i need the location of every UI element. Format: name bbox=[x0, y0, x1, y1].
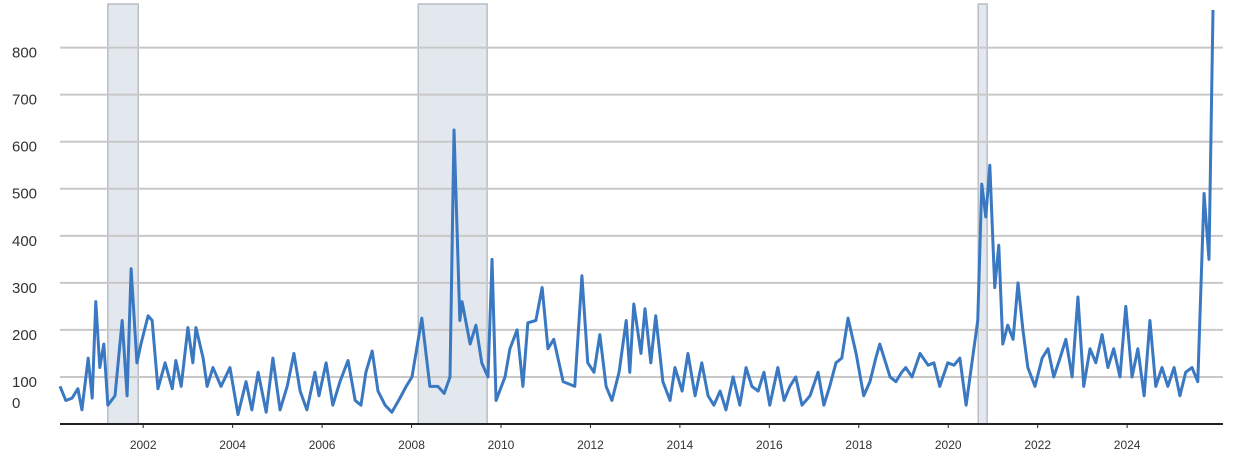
recession-band bbox=[107, 3, 140, 425]
y-tick-label: 0 bbox=[12, 395, 20, 412]
y-tick-label: 100 bbox=[12, 374, 37, 391]
y-tick-label: 600 bbox=[12, 139, 37, 156]
y-tick-label: 300 bbox=[12, 280, 37, 297]
y-tick-label: 500 bbox=[12, 186, 37, 203]
x-tick-label: 2022 bbox=[1024, 438, 1051, 452]
x-tick-label: 2018 bbox=[845, 438, 872, 452]
y-tick-label: 400 bbox=[12, 233, 37, 250]
x-tick-label: 2024 bbox=[1114, 438, 1141, 452]
x-tick-label: 2004 bbox=[219, 438, 246, 452]
data-line bbox=[58, 9, 1215, 417]
y-tick-label: 700 bbox=[12, 92, 37, 109]
x-tick-label: 2010 bbox=[488, 438, 515, 452]
x-tick-label: 2006 bbox=[309, 438, 336, 452]
x-tick-label: 2012 bbox=[577, 438, 604, 452]
x-tick-label: 2016 bbox=[756, 438, 783, 452]
y-tick-label: 800 bbox=[12, 45, 37, 62]
y-tick-label: 200 bbox=[12, 327, 37, 344]
x-tick-label: 2014 bbox=[667, 438, 694, 452]
x-tick-label: 2008 bbox=[398, 438, 425, 452]
x-tick-label: 2002 bbox=[130, 438, 157, 452]
x-tick-label: 2020 bbox=[935, 438, 962, 452]
